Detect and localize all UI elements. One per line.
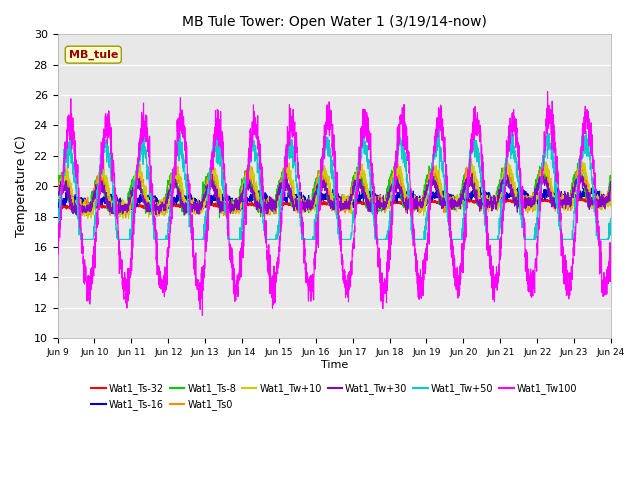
Title: MB Tule Tower: Open Water 1 (3/19/14-now): MB Tule Tower: Open Water 1 (3/19/14-now… <box>182 15 486 29</box>
Legend: Wat1_Ts-32, Wat1_Ts-16, Wat1_Ts-8, Wat1_Ts0, Wat1_Tw+10, Wat1_Tw+30, Wat1_Tw+50,: Wat1_Ts-32, Wat1_Ts-16, Wat1_Ts-8, Wat1_… <box>87 380 581 414</box>
Text: MB_tule: MB_tule <box>68 49 118 60</box>
Y-axis label: Temperature (C): Temperature (C) <box>15 135 28 237</box>
X-axis label: Time: Time <box>321 360 348 370</box>
